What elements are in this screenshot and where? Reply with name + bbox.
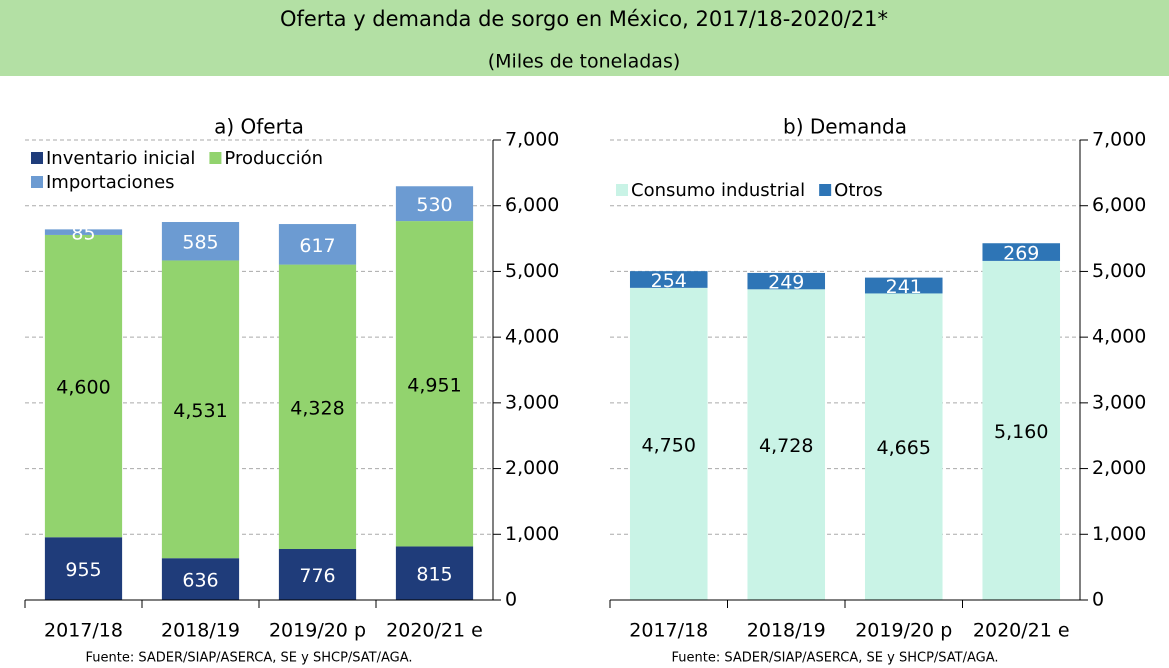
y-tick-label: 3,000: [1092, 391, 1146, 413]
bar-segment: [278, 264, 357, 550]
x-tick-label: 2019/20 p: [855, 620, 952, 642]
legend-swatch: [31, 176, 43, 188]
source-note: Fuente: SADER/SIAP/ASERCA, SE y SHCP/SAT…: [671, 651, 998, 666]
legend-swatch: [819, 184, 832, 196]
bar-segment: [44, 229, 123, 235]
bar-segment: [395, 546, 474, 600]
bar-segment: [629, 287, 708, 600]
source-note: Fuente: SADER/SIAP/ASERCA, SE y SHCP/SAT…: [85, 651, 412, 666]
data-label: 4,728: [759, 435, 813, 457]
legend-swatch: [31, 152, 43, 164]
bar-segment: [747, 272, 826, 290]
bar-segment: [629, 271, 708, 288]
y-tick-label: 7,000: [1092, 129, 1146, 151]
data-label: 4,328: [290, 397, 344, 419]
data-label: 85: [71, 223, 95, 245]
data-label: 636: [182, 570, 218, 592]
header-title: Oferta y demanda de sorgo en México, 201…: [280, 7, 888, 31]
y-tick-label: 1,000: [1092, 523, 1146, 545]
x-tick-label: 2018/19: [747, 620, 826, 642]
data-label: 776: [299, 565, 335, 587]
legend-swatch: [616, 184, 628, 196]
data-label: 4,750: [642, 434, 696, 456]
legend-swatch: [209, 152, 222, 164]
y-tick-label: 0: [505, 589, 517, 611]
bar-segment: [395, 221, 474, 547]
data-label: 249: [768, 272, 804, 294]
data-label: 815: [416, 564, 452, 586]
header-subtitle: (Miles de toneladas): [488, 51, 681, 73]
y-tick-label: 4,000: [1092, 326, 1146, 348]
data-label: 4,531: [173, 400, 227, 422]
x-tick-label: 2019/20 p: [269, 620, 366, 642]
data-label: 955: [65, 559, 101, 581]
chart-title: b) Demanda: [783, 115, 907, 139]
bar-segment: [982, 260, 1061, 600]
bar-segment: [161, 222, 240, 261]
x-tick-label: 2017/18: [629, 620, 708, 642]
legend-label: Importaciones: [46, 172, 175, 193]
y-tick-label: 2,000: [1092, 457, 1146, 479]
x-tick-label: 2020/21 e: [386, 620, 483, 642]
bar-segment: [44, 537, 123, 600]
legend-label: Producción: [224, 148, 323, 169]
y-tick-label: 7,000: [505, 129, 559, 151]
y-tick-label: 6,000: [1092, 194, 1146, 216]
y-tick-label: 5,000: [1092, 260, 1146, 282]
y-tick-label: 1,000: [505, 523, 559, 545]
bar-segment: [161, 260, 240, 559]
bar-segment: [864, 277, 943, 294]
y-tick-label: 2,000: [505, 457, 559, 479]
bar-segment: [747, 289, 826, 600]
data-label: 5,160: [994, 421, 1048, 443]
legend-label: Otros: [834, 180, 883, 201]
y-tick-label: 0: [1092, 589, 1104, 611]
data-label: 617: [299, 235, 335, 257]
legend-label: Consumo industrial: [631, 180, 805, 201]
header-band: [0, 0, 1169, 76]
bar-segment: [44, 234, 123, 538]
x-tick-label: 2018/19: [161, 620, 240, 642]
y-tick-label: 4,000: [505, 326, 559, 348]
chart-title: a) Oferta: [214, 115, 304, 139]
data-label: 254: [651, 270, 687, 292]
bar-segment: [278, 549, 357, 600]
data-label: 269: [1003, 243, 1039, 265]
bar-segment: [278, 224, 357, 265]
data-label: 4,665: [877, 437, 931, 459]
y-tick-label: 5,000: [505, 260, 559, 282]
bar-segment: [864, 293, 943, 600]
legend-label: Inventario inicial: [46, 148, 195, 169]
data-label: 530: [416, 194, 452, 216]
bar-segment: [982, 243, 1061, 261]
data-label: 241: [886, 276, 922, 298]
data-label: 585: [182, 232, 218, 254]
data-label: 4,951: [407, 374, 461, 396]
bar-segment: [395, 186, 474, 222]
x-tick-label: 2017/18: [44, 620, 123, 642]
y-tick-label: 6,000: [505, 194, 559, 216]
data-label: 4,600: [56, 377, 110, 399]
y-tick-label: 3,000: [505, 391, 559, 413]
bar-segment: [161, 558, 240, 600]
x-tick-label: 2020/21 e: [973, 620, 1070, 642]
